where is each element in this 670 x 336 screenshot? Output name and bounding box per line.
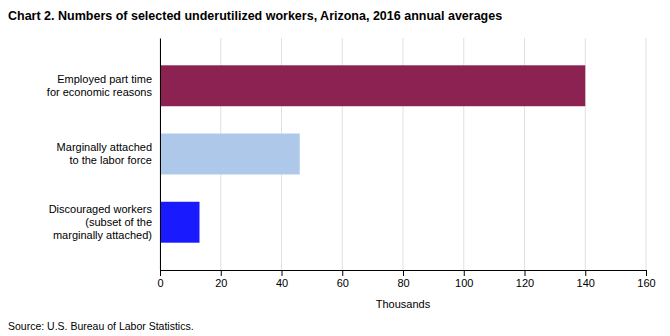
x-tick: 40 xyxy=(276,270,288,289)
y-tick-label: Employed part timefor economic reasons xyxy=(47,73,153,98)
x-tick: 100 xyxy=(455,270,473,289)
y-tick: Employed part timefor economic reasons xyxy=(47,73,153,98)
x-tick-label: 80 xyxy=(397,277,409,289)
x-tick-mark xyxy=(221,270,222,276)
x-tick: 0 xyxy=(157,270,163,289)
x-tick-label: 40 xyxy=(276,277,288,289)
x-tick: 140 xyxy=(577,270,595,289)
bars xyxy=(160,65,585,242)
chart: Chart 2. Numbers of selected underutiliz… xyxy=(0,0,670,336)
bar xyxy=(160,65,585,106)
x-tick-label: 60 xyxy=(337,277,349,289)
bar xyxy=(160,134,300,175)
x-tick-mark xyxy=(403,270,404,276)
x-tick-label: 100 xyxy=(455,277,473,289)
x-tick: 120 xyxy=(516,270,534,289)
y-axis-line xyxy=(160,39,161,271)
source-note: Source: U.S. Bureau of Labor Statistics. xyxy=(8,320,194,332)
x-axis-title: Thousands xyxy=(376,298,431,310)
y-axis: Discouraged workers(subset of themargina… xyxy=(47,39,161,271)
x-tick: 160 xyxy=(637,270,655,289)
x-axis: 0 20 40 60 80 100 120 140 160 xyxy=(157,270,655,289)
plot: 0 20 40 60 80 100 120 140 160 Thousands Discourage… xyxy=(47,38,656,310)
x-tick-label: 20 xyxy=(215,277,227,289)
y-tick: Marginally attachedto the labor force xyxy=(57,141,152,166)
x-tick-label: 120 xyxy=(516,277,534,289)
x-tick-label: 160 xyxy=(637,277,655,289)
grid-line xyxy=(160,38,161,270)
y-tick-label: Marginally attachedto the labor force xyxy=(57,141,152,166)
x-tick-mark xyxy=(464,270,465,276)
x-tick: 80 xyxy=(397,270,409,289)
x-tick-label: 0 xyxy=(157,277,163,289)
x-tick-mark xyxy=(646,270,647,276)
x-tick-mark xyxy=(342,270,343,276)
x-tick-label: 140 xyxy=(577,277,595,289)
x-tick-mark xyxy=(160,270,161,276)
title: Chart 2. Numbers of selected underutiliz… xyxy=(8,9,502,23)
x-axis-line xyxy=(161,271,647,277)
grid xyxy=(160,38,646,270)
bar xyxy=(160,202,199,243)
x-tick: 60 xyxy=(337,270,349,289)
x-tick-mark xyxy=(585,270,586,276)
x-tick-mark xyxy=(525,270,526,276)
x-tick-mark xyxy=(282,270,283,276)
x-tick: 20 xyxy=(215,270,227,289)
grid-line xyxy=(646,38,647,270)
y-tick-label: Discouraged workers(subset of themargina… xyxy=(49,203,153,241)
y-tick: Discouraged workers(subset of themargina… xyxy=(49,203,153,241)
